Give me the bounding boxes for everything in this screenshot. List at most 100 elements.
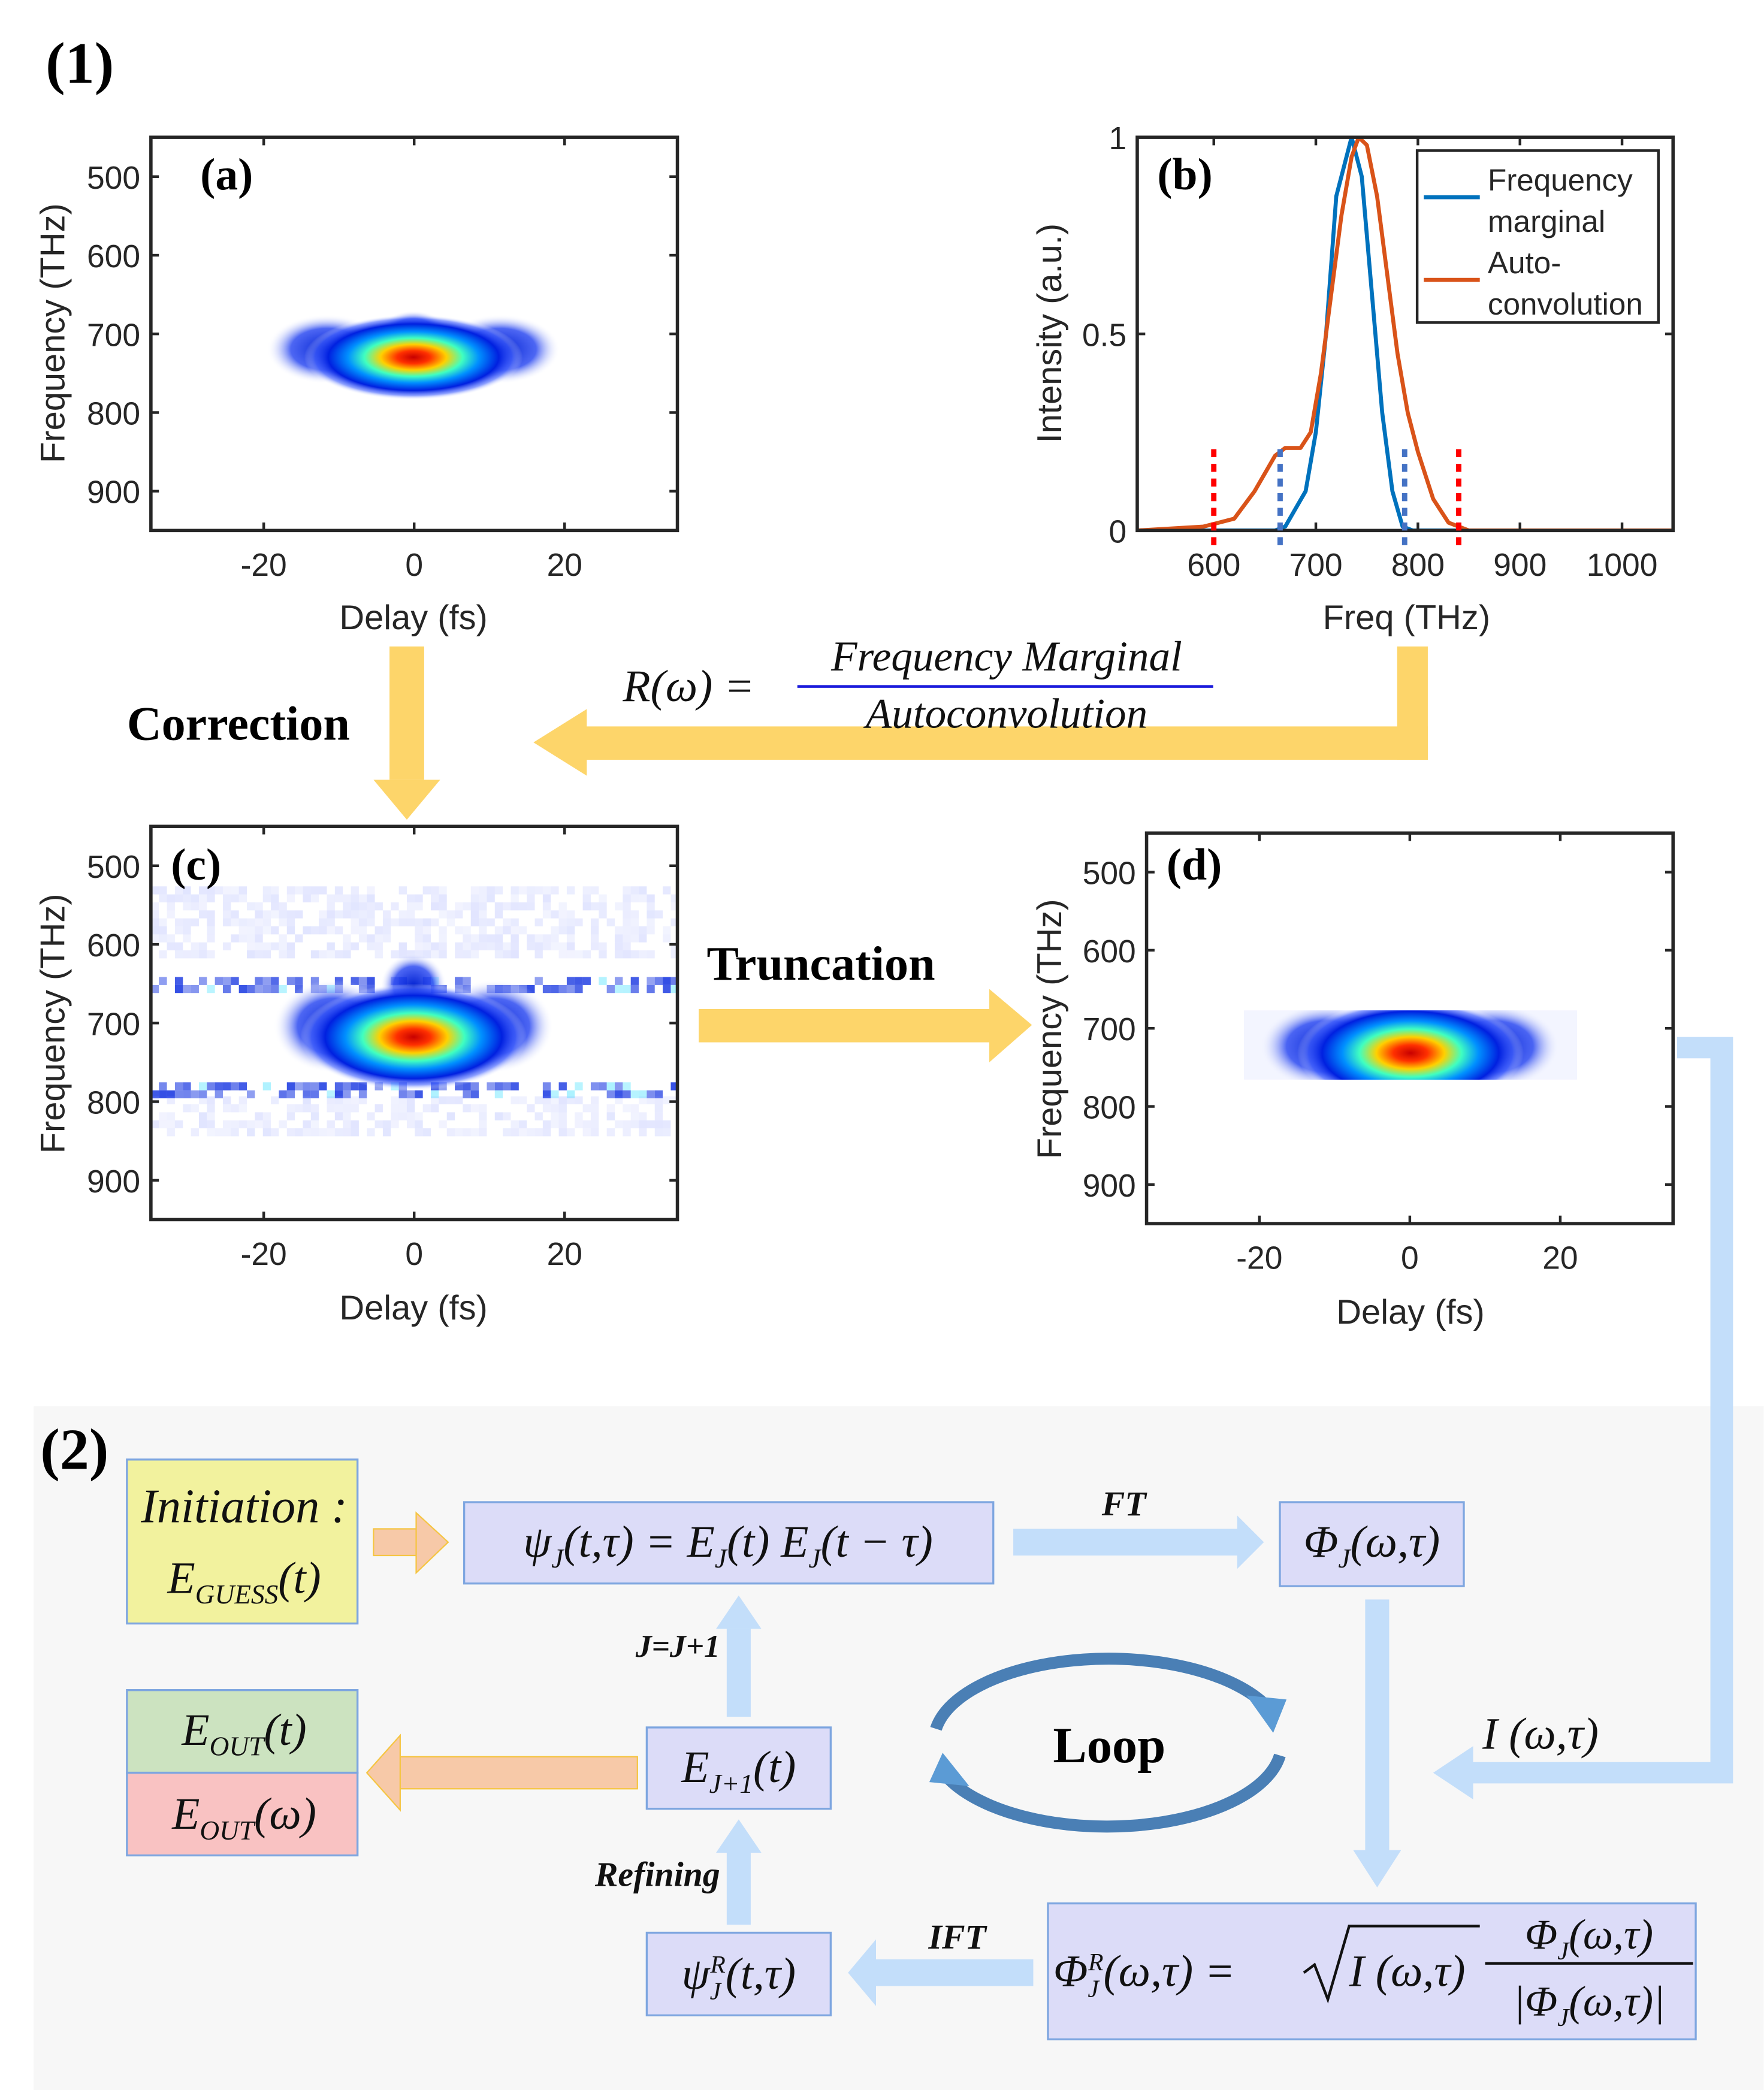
noise-pixel [358, 918, 367, 927]
noise-pixel [630, 926, 639, 935]
noise-pixel [286, 1090, 295, 1098]
noise-pixel [470, 894, 479, 902]
noise-pixel [670, 942, 678, 951]
noise-pixel [174, 1120, 183, 1129]
noise-pixel [183, 918, 191, 927]
ylabel-d: Frequency (THz) [1031, 899, 1069, 1159]
formula-superscript: R [709, 1950, 725, 1978]
noise-pixel [463, 977, 471, 985]
noise-pixel [551, 984, 559, 993]
phi-r-lhs: ΦJR(ω,τ) = [1053, 1946, 1235, 2002]
ratio-numerator: Frequency Marginal [830, 633, 1182, 680]
noise-pixel [422, 926, 431, 935]
noise-pixel [606, 1112, 615, 1120]
noise-pixel [630, 1112, 639, 1120]
noise-pixel [327, 918, 335, 927]
noise-pixel [542, 934, 551, 943]
noise-pixel [511, 1128, 519, 1137]
noise-pixel [511, 934, 519, 943]
formula-superscript: R [1088, 1948, 1103, 1976]
noise-pixel [494, 886, 503, 895]
formula-text: (ω,τ) [1569, 1911, 1653, 1958]
noise-pixel [494, 910, 503, 919]
noise-pixel [247, 934, 255, 943]
y-tick-label: 900 [87, 475, 140, 511]
noise-pixel [639, 886, 647, 895]
noise-pixel [558, 918, 567, 927]
loop-icon [929, 1653, 1287, 1833]
noise-pixel [183, 926, 191, 935]
noise-pixel [663, 1128, 671, 1137]
noise-pixel [511, 894, 519, 902]
noise-pixel [479, 910, 487, 919]
noise-pixel [367, 902, 375, 911]
noise-pixel [262, 984, 271, 993]
y-tick-label: 700 [87, 1007, 140, 1042]
noise-pixel [431, 886, 439, 895]
noise-pixel [606, 1090, 615, 1098]
noise-pixel [222, 1120, 231, 1129]
noise-pixel [207, 886, 215, 895]
noise-pixel [558, 1104, 567, 1113]
noise-pixel [207, 934, 215, 943]
noise-pixel [558, 1082, 567, 1091]
noise-pixel [630, 977, 639, 985]
noise-pixel [582, 950, 591, 959]
noise-pixel [463, 942, 471, 951]
noise-pixel [503, 1128, 511, 1137]
formula-subscript: J [551, 1544, 564, 1573]
noise-pixel [654, 1090, 663, 1098]
noise-pixel [566, 886, 575, 895]
noise-pixel [358, 934, 367, 943]
formula-text: ψ [523, 1517, 552, 1567]
noise-pixel [327, 1120, 335, 1129]
noise-pixel [439, 910, 447, 919]
noise-pixel [159, 934, 167, 943]
intensity-label: I (ω,τ) [1482, 1710, 1599, 1759]
noise-pixel [527, 1104, 535, 1113]
noise-pixel [398, 918, 407, 927]
noise-pixel [382, 926, 391, 935]
noise-pixel [159, 950, 167, 959]
noise-pixel [247, 926, 255, 935]
noise-pixel [167, 1112, 175, 1120]
noise-pixel [286, 1112, 295, 1120]
noise-pixel [303, 1082, 311, 1091]
noise-pixel [238, 1082, 247, 1091]
noise-pixel [542, 910, 551, 919]
noise-pixel [494, 950, 503, 959]
noise-pixel [374, 902, 383, 911]
noise-pixel [551, 1090, 559, 1098]
noise-pixel [238, 1104, 247, 1113]
noise-pixel [271, 942, 279, 951]
noise-pixel [463, 950, 471, 959]
noise-pixel [207, 1112, 215, 1120]
noise-pixel [262, 918, 271, 927]
noise-pixel [207, 1096, 215, 1104]
noise-pixel [358, 1090, 367, 1098]
noise-pixel [639, 934, 647, 943]
noise-pixel [358, 894, 367, 902]
noise-pixel [198, 1096, 207, 1104]
noise-pixel [310, 950, 319, 959]
noise-pixel [319, 1082, 327, 1091]
noise-pixel [247, 918, 255, 927]
noise-pixel [231, 1082, 239, 1091]
y-tick-label: 500 [87, 161, 140, 196]
noise-pixel [670, 977, 678, 985]
noise-pixel [222, 1096, 231, 1104]
noise-pixel [295, 934, 303, 943]
noise-pixel [215, 977, 223, 985]
noise-pixel [534, 1096, 543, 1104]
noise-pixel [623, 1128, 631, 1137]
noise-pixel [198, 977, 207, 985]
noise-pixel [271, 926, 279, 935]
noise-pixel [542, 1104, 551, 1113]
truncation-arrow [699, 989, 1032, 1062]
noise-pixel [470, 910, 479, 919]
noise-pixel [247, 1120, 255, 1129]
noise-pixel [231, 1120, 239, 1129]
noise-pixel [198, 886, 207, 895]
noise-pixel [271, 984, 279, 993]
noise-pixel [446, 1096, 455, 1104]
